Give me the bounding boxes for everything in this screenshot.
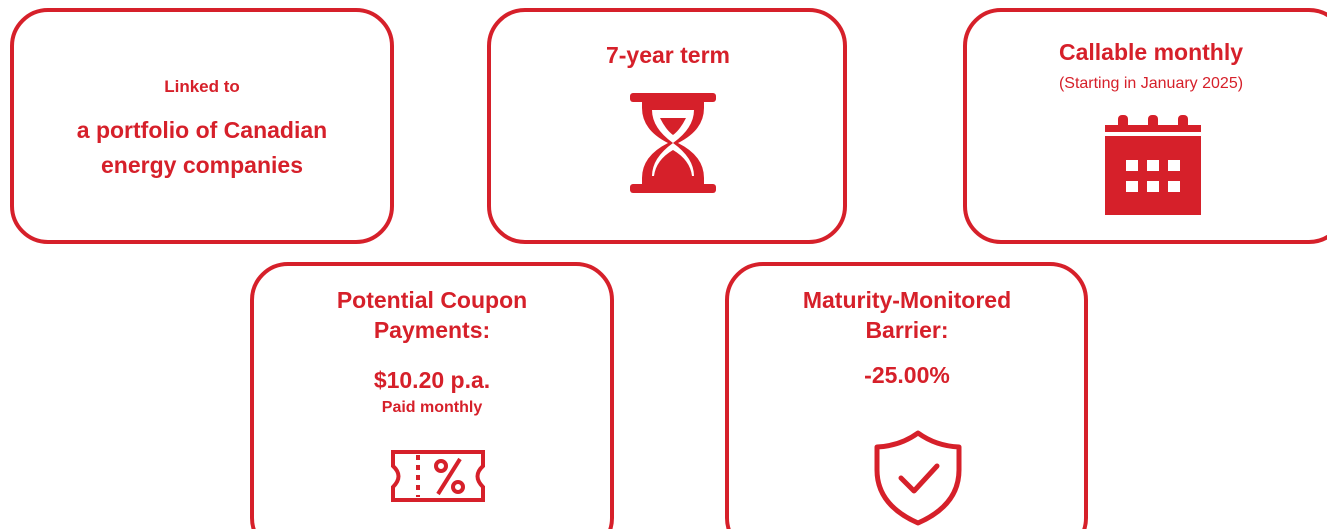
card — [10, 8, 394, 244]
card-text: -25.00% — [864, 362, 950, 388]
card-text: Barrier: — [865, 317, 948, 343]
card — [725, 262, 1088, 529]
card-text: Payments: — [374, 317, 490, 343]
shield-icon — [874, 430, 962, 526]
card-text: Potential Coupon — [337, 287, 527, 313]
card-text: $10.20 p.a. — [374, 367, 490, 393]
card-text: Paid monthly — [382, 399, 483, 416]
card-text: energy companies — [101, 152, 303, 178]
ticket-icon — [391, 450, 485, 502]
card-text: Callable monthly — [1059, 39, 1243, 65]
card-text: (Starting in January 2025) — [1059, 75, 1243, 92]
card-text: Maturity-Monitored — [803, 287, 1011, 313]
card-text: Linked to — [164, 77, 240, 96]
calendar-icon — [1105, 115, 1201, 215]
card-text: 7-year term — [606, 42, 730, 68]
card — [250, 262, 614, 529]
card — [963, 8, 1327, 244]
card — [487, 8, 847, 244]
card-text: a portfolio of Canadian — [77, 117, 327, 143]
hourglass-icon — [630, 93, 716, 193]
